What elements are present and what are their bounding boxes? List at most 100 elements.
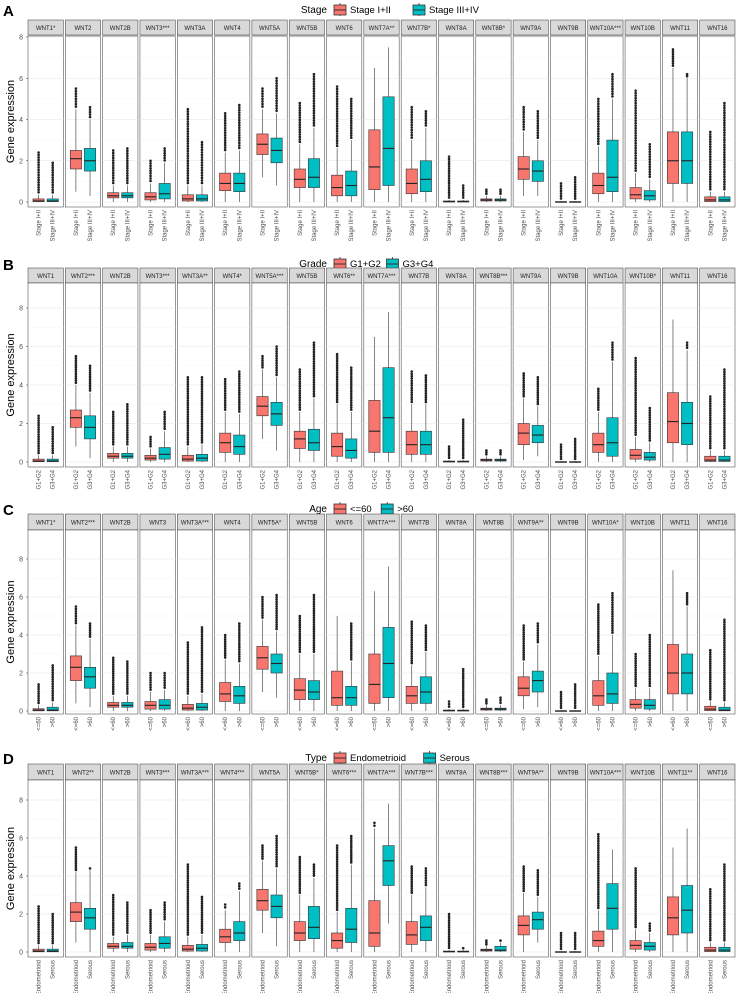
outlier-point [275, 618, 278, 622]
box-group1 [667, 644, 679, 695]
outlier-point [200, 394, 204, 398]
facet-strip [400, 19, 437, 36]
outlier-point [51, 168, 55, 172]
outlier-point [200, 389, 204, 393]
outlier-point [723, 639, 726, 642]
outlier-point [74, 617, 78, 620]
outlier-point [111, 669, 115, 673]
outlier-point [200, 674, 204, 677]
facet-strip-label: WNT10B [631, 770, 655, 776]
facet: WNT7B***Endometrioid Serous [400, 763, 437, 993]
outlier-point [708, 446, 712, 450]
facet-strip-label: WNT9A** [518, 770, 544, 776]
outlier-point [186, 915, 190, 918]
outlier-point [111, 900, 115, 904]
outlier-point [37, 151, 40, 154]
outlier-point [648, 638, 652, 641]
outlier-point [51, 696, 55, 700]
outlier-point [597, 102, 600, 106]
outlier-point [708, 162, 712, 166]
facet: WNT1*Stage I+II Stage III+IV [27, 19, 64, 242]
facet-panel [139, 35, 176, 208]
outlier-point [186, 431, 190, 435]
panel-label: C [3, 502, 14, 519]
outlier-point [298, 648, 302, 651]
outlier-point [634, 867, 637, 870]
y-tick-label: 2 [19, 158, 23, 165]
outlier-point [51, 917, 55, 920]
box-group2 [382, 367, 395, 453]
outlier-point [163, 683, 166, 687]
outlier-point [186, 901, 190, 905]
outlier-point [37, 433, 40, 436]
facet-strip [139, 19, 176, 36]
outlier-point [51, 914, 55, 918]
outlier-point [298, 403, 302, 407]
outlier-point [111, 683, 115, 686]
outlier-point [200, 626, 204, 629]
outlier-point [410, 381, 414, 385]
outlier-point [349, 847, 353, 851]
outlier-point [708, 160, 712, 164]
outlier-point [634, 898, 637, 902]
outlier-point [298, 118, 302, 122]
outlier-point [186, 894, 190, 898]
outlier-point [634, 661, 637, 665]
outlier-point [186, 181, 190, 185]
outlier-point [335, 874, 339, 877]
box-group2 [46, 948, 59, 953]
x-tick-label: Endometrioid [522, 960, 528, 993]
outlier-point [238, 396, 241, 399]
outlier-point [410, 873, 414, 877]
outlier-point [312, 627, 316, 631]
box-group2 [158, 699, 171, 710]
outlier-point [573, 690, 577, 693]
outlier-point [522, 889, 525, 893]
outlier-point [335, 848, 339, 852]
outlier-point [648, 663, 652, 667]
outlier-point [536, 880, 540, 883]
outlier-point [186, 399, 190, 402]
outlier-point [536, 877, 540, 881]
outlier-point [238, 123, 241, 127]
outlier-point [723, 101, 726, 105]
outlier-point [335, 869, 339, 873]
outlier-point [74, 357, 78, 360]
outlier-point [685, 74, 689, 78]
outlier-point [424, 387, 428, 391]
outlier-point [298, 886, 302, 890]
x-tick-label: Endometrioid [74, 960, 80, 993]
box-group2 [158, 447, 171, 460]
outlier-point [111, 429, 115, 432]
facet-strip-label: WNT4 [224, 26, 242, 32]
outlier-point [163, 425, 166, 428]
outlier-point [723, 623, 726, 626]
outlier-point [238, 379, 241, 383]
outlier-point [349, 112, 353, 115]
outlier-point [648, 642, 652, 646]
outlier-point [611, 591, 614, 595]
outlier-point [723, 689, 726, 693]
outlier-point [447, 926, 451, 929]
outlier-point [200, 422, 204, 426]
facet-strip-label: WNT4* [223, 274, 243, 280]
outlier-point [597, 632, 600, 635]
outlier-point [424, 400, 428, 404]
outlier-point [298, 862, 302, 866]
outlier-point [559, 704, 563, 707]
outlier-point [723, 890, 726, 894]
outlier-point [559, 445, 563, 449]
outlier-point [410, 889, 414, 892]
box-group2 [307, 428, 320, 451]
outlier-point [536, 882, 540, 885]
outlier-point [349, 133, 353, 137]
outlier-point [634, 104, 637, 107]
outlier-point [312, 394, 316, 398]
box-group1 [667, 896, 679, 936]
outlier-point [349, 131, 353, 135]
facet: WNT3***Endometrioid Serous [139, 763, 176, 993]
outlier-point [126, 156, 129, 160]
outlier-point [723, 920, 726, 924]
